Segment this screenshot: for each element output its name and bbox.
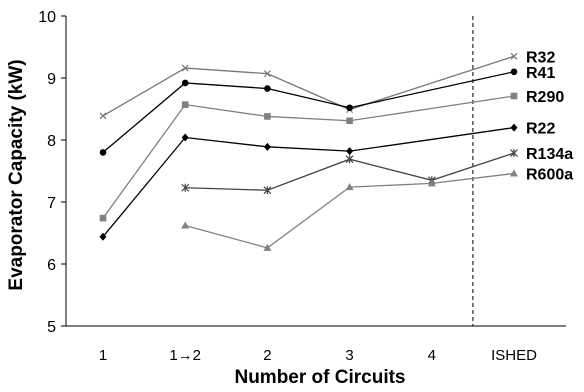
data-point bbox=[510, 169, 518, 177]
data-point bbox=[346, 147, 354, 156]
y-axis-title: Evaporator Capacity (kW) bbox=[6, 59, 27, 290]
y-tick-label: 9 bbox=[47, 71, 56, 88]
y-tick-label: 5 bbox=[47, 319, 56, 336]
data-point bbox=[510, 92, 518, 100]
y-tick-label: 6 bbox=[47, 257, 56, 274]
data-point bbox=[427, 179, 436, 187]
data-point bbox=[181, 183, 190, 192]
y-tick-label: 10 bbox=[38, 9, 56, 26]
data-point bbox=[99, 112, 107, 120]
data-point bbox=[345, 183, 354, 191]
data-point bbox=[263, 142, 271, 151]
data-point bbox=[181, 79, 189, 87]
x-tick-label: 2 bbox=[263, 347, 271, 364]
data-point bbox=[346, 117, 353, 125]
data-point bbox=[263, 186, 272, 195]
series-label: R32 bbox=[526, 49, 555, 66]
series-lines bbox=[99, 52, 518, 251]
series-label: R290 bbox=[526, 89, 564, 106]
data-point bbox=[264, 113, 271, 120]
data-point bbox=[264, 85, 271, 92]
x-tick-label: 4 bbox=[428, 347, 436, 364]
series-r32 bbox=[99, 52, 518, 120]
data-point bbox=[181, 133, 189, 142]
data-point bbox=[510, 149, 518, 158]
series-r41 bbox=[99, 68, 518, 156]
x-tick-label: ISHED bbox=[491, 347, 537, 364]
series-r290 bbox=[99, 92, 518, 222]
data-point bbox=[263, 70, 271, 78]
x-tick-label: 1 bbox=[99, 347, 107, 364]
series-line bbox=[102, 71, 515, 153]
series-label: R600a bbox=[526, 166, 573, 183]
data-point bbox=[99, 149, 107, 156]
series-label: R22 bbox=[526, 121, 555, 138]
data-point bbox=[345, 155, 354, 164]
series-line bbox=[102, 55, 515, 117]
data-point bbox=[99, 232, 107, 241]
data-point bbox=[99, 214, 107, 222]
x-tick-label: 3 bbox=[345, 347, 353, 364]
series-label: R134a bbox=[526, 146, 573, 163]
data-point bbox=[263, 243, 272, 251]
data-point bbox=[181, 64, 189, 72]
y-tick-label: 7 bbox=[47, 195, 56, 212]
x-axis-title: Number of Circuits bbox=[234, 367, 405, 387]
data-point bbox=[181, 221, 190, 229]
data-point bbox=[510, 52, 518, 60]
series-line bbox=[102, 126, 515, 238]
series-line bbox=[102, 95, 515, 219]
series-r600a bbox=[181, 169, 518, 251]
series-r22 bbox=[99, 123, 518, 241]
data-point bbox=[510, 68, 518, 76]
data-point bbox=[510, 123, 518, 132]
data-point bbox=[346, 104, 353, 112]
axes: 5 6 7 8 9 10 1 1→2 2 3 4 ISHED bbox=[38, 9, 566, 364]
data-point bbox=[181, 101, 189, 108]
y-tick-label: 8 bbox=[47, 133, 56, 150]
x-tick-label: 1→2 bbox=[169, 347, 201, 364]
series-label: R41 bbox=[526, 65, 555, 82]
